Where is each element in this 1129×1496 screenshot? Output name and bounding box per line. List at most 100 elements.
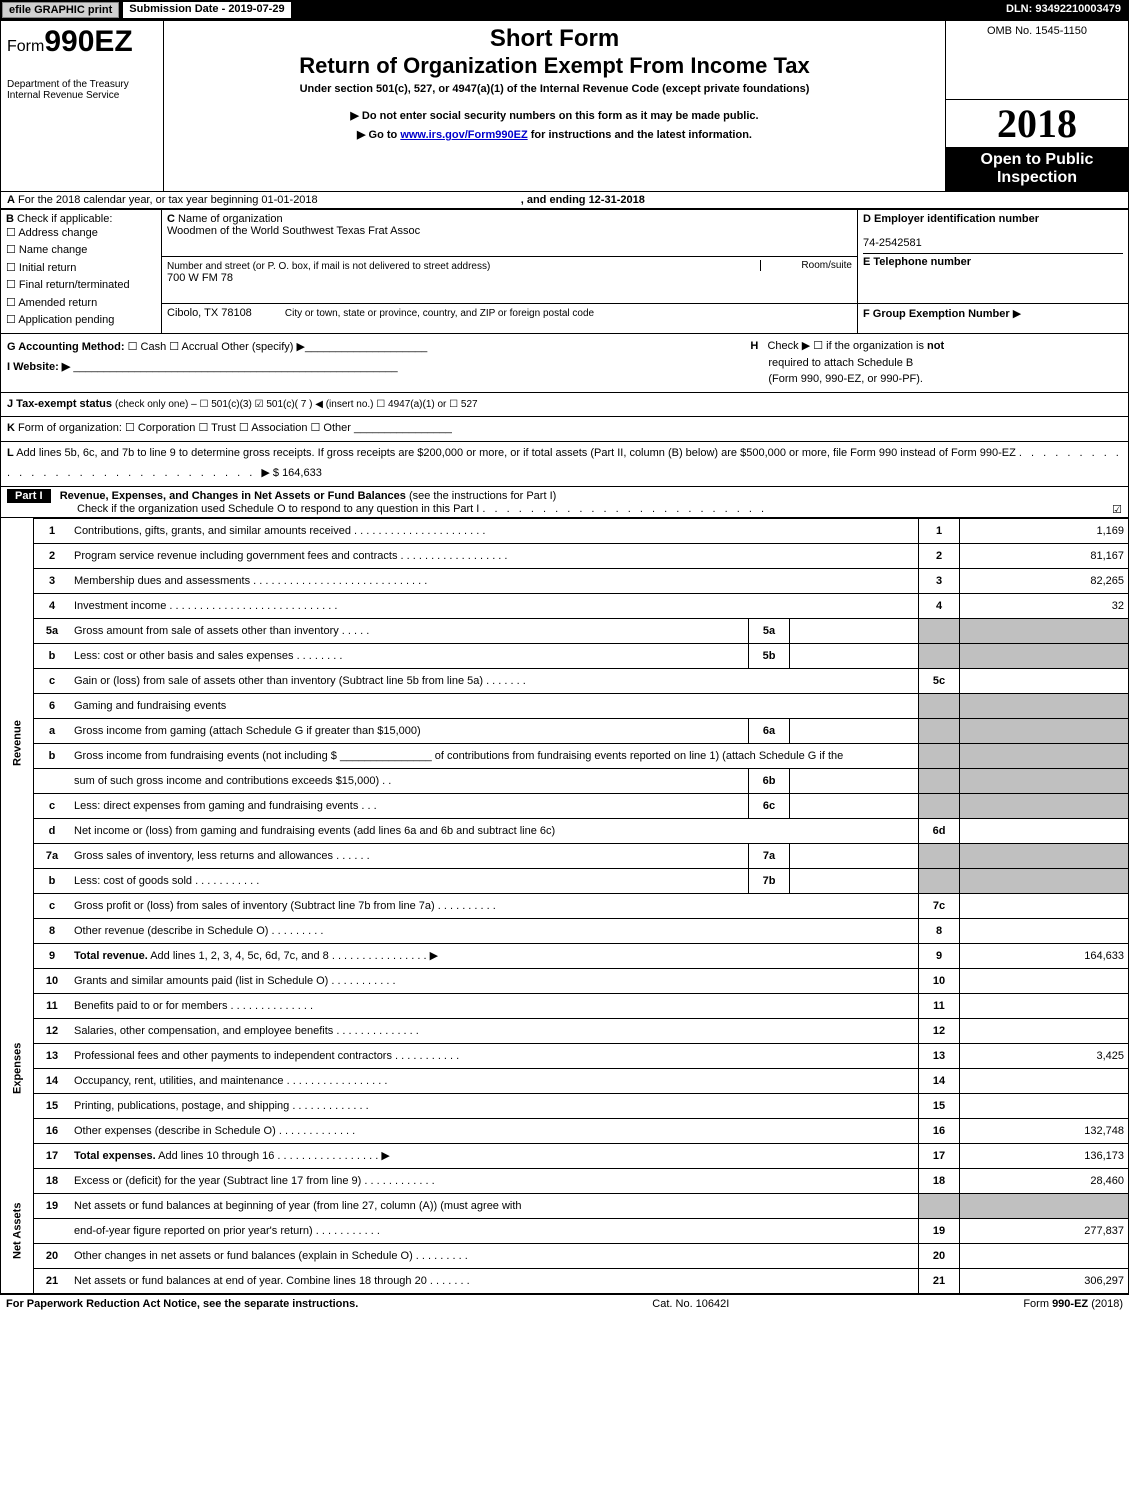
form-id-cell: Form990EZ Department of the Treasury Int… bbox=[1, 21, 164, 192]
omb-number: OMB No. 1545-1150 bbox=[952, 25, 1122, 37]
irs-link[interactable]: www.irs.gov/Form990EZ bbox=[400, 129, 527, 141]
section-label: Expenses bbox=[1, 968, 34, 1168]
amount bbox=[960, 993, 1129, 1018]
instruct-suffix: for instructions and the latest informat… bbox=[528, 129, 752, 141]
line-h-text1: Check ▶ ☐ if the organization is bbox=[767, 340, 927, 352]
line-l-arrow: ▶ bbox=[261, 467, 269, 479]
efile-print-button[interactable]: efile GRAPHIC print bbox=[2, 2, 119, 18]
part1-checkbox[interactable]: ☑ bbox=[1112, 503, 1122, 516]
amount bbox=[960, 743, 1129, 768]
line-number: c bbox=[34, 668, 71, 693]
line-description: Occupancy, rent, utilities, and maintena… bbox=[70, 1068, 919, 1093]
line-description: Other expenses (describe in Schedule O) … bbox=[70, 1118, 919, 1143]
amount: 32 bbox=[960, 593, 1129, 618]
return-title: Return of Organization Exempt From Incom… bbox=[170, 53, 939, 79]
amount bbox=[960, 1068, 1129, 1093]
short-form-label: Short Form bbox=[170, 25, 939, 53]
dept-irs: Internal Revenue Service bbox=[7, 90, 157, 101]
line-number: 14 bbox=[34, 1068, 71, 1093]
submission-date: Submission Date - 2019-07-29 bbox=[123, 2, 290, 18]
amount bbox=[960, 843, 1129, 868]
line-a-text2: , and ending 12-31-2018 bbox=[521, 194, 645, 206]
footer-left: For Paperwork Reduction Act Notice, see … bbox=[6, 1298, 358, 1310]
chk-application-pending[interactable]: Application pending bbox=[6, 312, 156, 330]
line-description: Gross income from gaming (attach Schedul… bbox=[70, 718, 749, 743]
line-l-text: Add lines 5b, 6c, and 7b to line 9 to de… bbox=[16, 447, 1016, 459]
table-row: 20Other changes in net assets or fund ba… bbox=[1, 1243, 1129, 1268]
sub-line-number: 6c bbox=[749, 793, 790, 818]
col-number: 20 bbox=[919, 1243, 960, 1268]
box-b-check: Check if applicable: bbox=[17, 213, 112, 225]
amount bbox=[960, 1193, 1129, 1218]
line-number: 7a bbox=[34, 843, 71, 868]
box-c-room-label: Room/suite bbox=[760, 260, 852, 271]
amount bbox=[960, 818, 1129, 843]
line-description: sum of such gross income and contributio… bbox=[70, 768, 749, 793]
col-number bbox=[919, 718, 960, 743]
table-row: cGain or (loss) from sale of assets othe… bbox=[1, 668, 1129, 693]
sub-amount bbox=[790, 868, 919, 893]
part1-tag: Part I bbox=[7, 489, 51, 503]
chk-initial-return[interactable]: Initial return bbox=[6, 260, 156, 278]
box-c-city-label: City or town, state or province, country… bbox=[285, 308, 594, 319]
col-number: 2 bbox=[919, 543, 960, 568]
line-number: 3 bbox=[34, 568, 71, 593]
line-number: d bbox=[34, 818, 71, 843]
box-b-label: B bbox=[6, 213, 14, 225]
chk-name-change[interactable]: Name change bbox=[6, 242, 156, 260]
omb-cell: OMB No. 1545-1150 bbox=[946, 21, 1129, 100]
col-number: 19 bbox=[919, 1218, 960, 1243]
amount: 81,167 bbox=[960, 543, 1129, 568]
table-row: 17Total expenses. Add lines 10 through 1… bbox=[1, 1143, 1129, 1168]
table-row: 12Salaries, other compensation, and empl… bbox=[1, 1018, 1129, 1043]
section-label: Net Assets bbox=[1, 1168, 34, 1293]
line-number: 15 bbox=[34, 1093, 71, 1118]
part1-paren: (see the instructions for Part I) bbox=[409, 490, 556, 502]
sub-amount bbox=[790, 643, 919, 668]
amount: 1,169 bbox=[960, 518, 1129, 543]
org-addr: 700 W FM 78 bbox=[167, 272, 233, 284]
col-number bbox=[919, 868, 960, 893]
col-number: 16 bbox=[919, 1118, 960, 1143]
table-row: 3Membership dues and assessments . . . .… bbox=[1, 568, 1129, 593]
line-description: Total expenses. Add lines 10 through 16 … bbox=[70, 1143, 919, 1168]
form-prefix: Form bbox=[7, 38, 44, 55]
line-number: 10 bbox=[34, 968, 71, 993]
box-c-addr: Number and street (or P. O. box, if mail… bbox=[162, 256, 858, 303]
amount bbox=[960, 1243, 1129, 1268]
col-number: 6d bbox=[919, 818, 960, 843]
sub-amount bbox=[790, 718, 919, 743]
instruct-ssn: ▶ Do not enter social security numbers o… bbox=[170, 109, 939, 122]
sub-line-number: 7b bbox=[749, 868, 790, 893]
line-description: Less: direct expenses from gaming and fu… bbox=[70, 793, 749, 818]
table-row: 13Professional fees and other payments t… bbox=[1, 1043, 1129, 1068]
line-l: L Add lines 5b, 6c, and 7b to line 9 to … bbox=[0, 442, 1129, 487]
line-i-label: I Website: ▶ bbox=[7, 361, 70, 373]
line-number: 8 bbox=[34, 918, 71, 943]
chk-final-return[interactable]: Final return/terminated bbox=[6, 277, 156, 295]
amount: 132,748 bbox=[960, 1118, 1129, 1143]
line-number: 21 bbox=[34, 1268, 71, 1293]
chk-address-change[interactable]: Address change bbox=[6, 225, 156, 243]
table-row: cGross profit or (loss) from sales of in… bbox=[1, 893, 1129, 918]
box-d-label: D Employer identification number bbox=[863, 213, 1039, 225]
amount bbox=[960, 793, 1129, 818]
amount bbox=[960, 893, 1129, 918]
line-number: a bbox=[34, 718, 71, 743]
chk-amended-return[interactable]: Amended return bbox=[6, 295, 156, 313]
sub-line-number: 5a bbox=[749, 618, 790, 643]
sub-line-number: 6a bbox=[749, 718, 790, 743]
col-number: 11 bbox=[919, 993, 960, 1018]
ein-value: 74-2542581 bbox=[863, 237, 922, 249]
line-number: 18 bbox=[34, 1168, 71, 1193]
line-description: Excess or (deficit) for the year (Subtra… bbox=[70, 1168, 919, 1193]
table-row: 11Benefits paid to or for members . . . … bbox=[1, 993, 1129, 1018]
line-description: Printing, publications, postage, and shi… bbox=[70, 1093, 919, 1118]
title-cell: Short Form Return of Organization Exempt… bbox=[164, 21, 946, 100]
table-row: 2Program service revenue including gover… bbox=[1, 543, 1129, 568]
table-row: 16Other expenses (describe in Schedule O… bbox=[1, 1118, 1129, 1143]
line-g-label: G Accounting Method: bbox=[7, 341, 125, 353]
line-description: Other changes in net assets or fund bala… bbox=[70, 1243, 919, 1268]
col-number: 7c bbox=[919, 893, 960, 918]
line-j: J Tax-exempt status (check only one) – ☐… bbox=[0, 393, 1129, 418]
